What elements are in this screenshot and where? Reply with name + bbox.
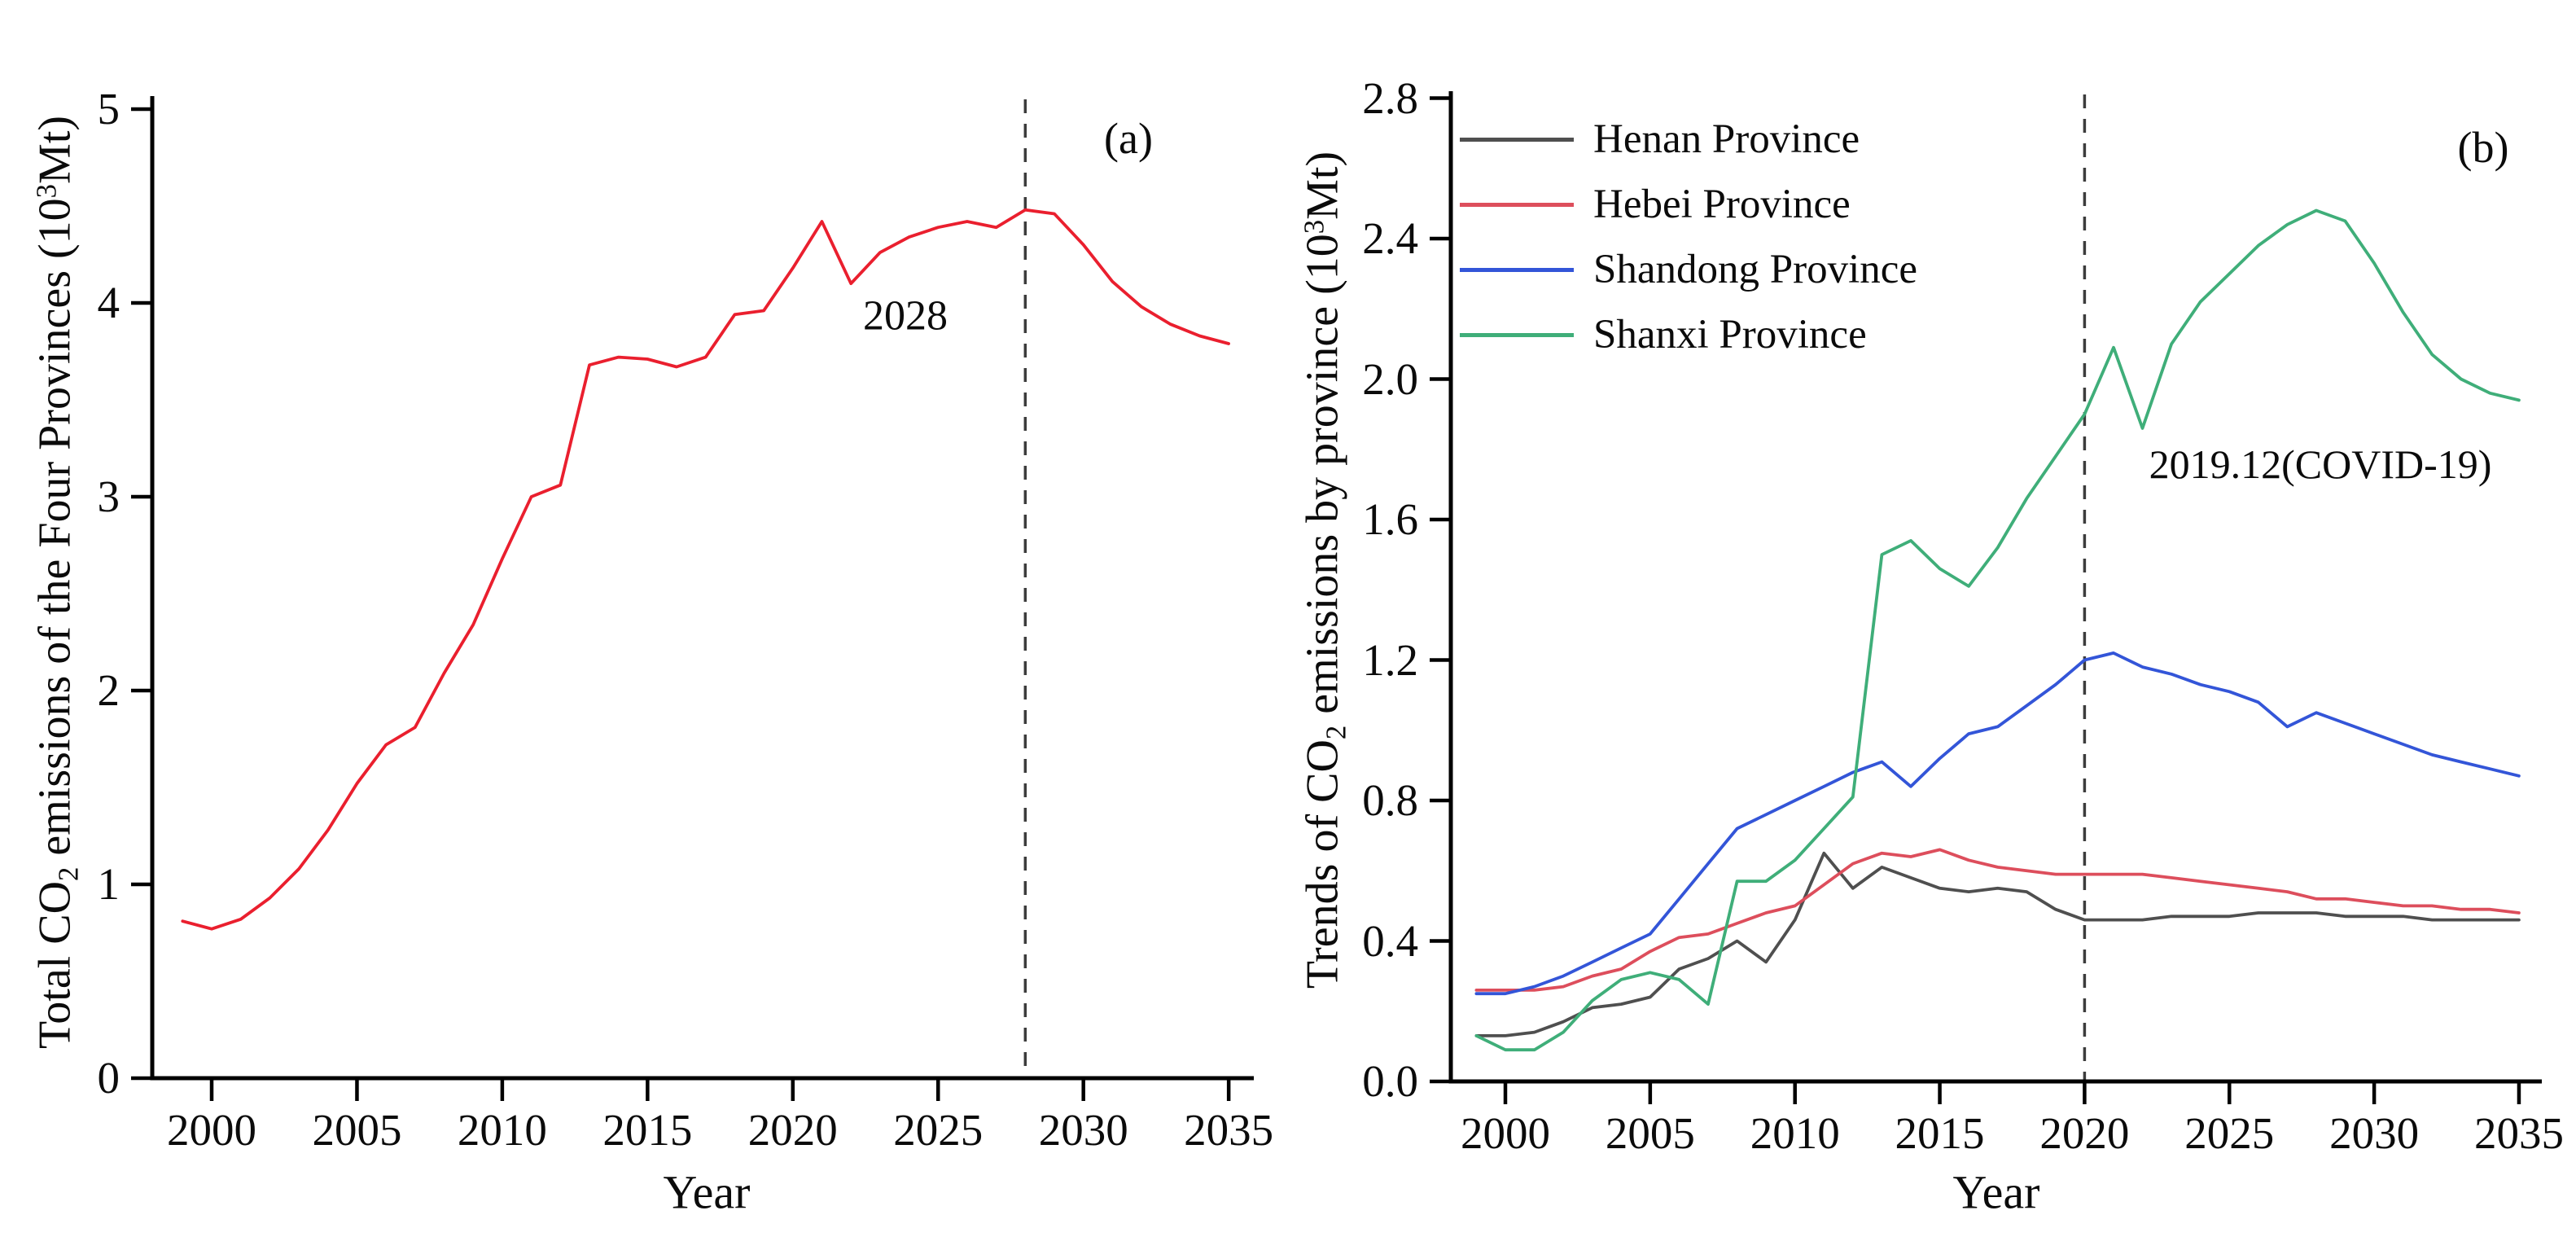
- panel-b-x-tick-label-2010: 2010: [1750, 1108, 1840, 1158]
- panel-b-x-tick-label-2020: 2020: [2039, 1108, 2130, 1158]
- y-axis-title-b: Trends of CO2 emissions by province (103…: [1297, 151, 1353, 989]
- panel-a-x-tick-label-2010: 2010: [457, 1105, 547, 1155]
- panel-label-a: (a): [1104, 114, 1153, 163]
- y-axis-title-b-text: Trends of CO: [1297, 739, 1348, 989]
- panel-a-x-tick-label-2015: 2015: [602, 1105, 693, 1155]
- panel-b-y-tick-label-1.6: 1.6: [1362, 494, 1418, 544]
- panel-a-x-tick-label-2005: 2005: [312, 1105, 402, 1155]
- panel-b-y-tick-label-1.2: 1.2: [1362, 634, 1418, 685]
- panel-a-series-line-total-of-the-four-provinces: [181, 208, 1230, 931]
- panel-b-x-tick-label-2005: 2005: [1605, 1108, 1695, 1158]
- panel-b-x-tick-label-2000: 2000: [1461, 1108, 1550, 1158]
- panel-b-y-tick-label-0.0: 0.0: [1362, 1056, 1418, 1106]
- x-axis-title-b: Year: [1952, 1165, 2040, 1219]
- y-axis-title-a-text: Total CO: [29, 880, 81, 1050]
- panel-a-y-tick-label-4: 4: [97, 278, 120, 327]
- legend-line-henan-icon: [1460, 137, 1574, 142]
- peak-year-annotation-a: 2028: [863, 292, 948, 340]
- y-axis-title-b-text3: Mt): [1297, 151, 1348, 220]
- panel-b-series-line-shandong-province: [1474, 651, 2521, 996]
- panel-label-b: (b): [2457, 123, 2509, 172]
- panel-b-y-tick-label-2.0: 2.0: [1362, 353, 1418, 404]
- panel-a-x-tick-label-2000: 2000: [167, 1105, 256, 1155]
- y-axis-title-a-text3: Mt): [29, 115, 81, 184]
- panel-b-series-line-henan-province: [1474, 851, 2521, 1037]
- legend-label-hebei: Hebei Province: [1593, 182, 1851, 227]
- y-axis-title-a-superscript: 3: [30, 183, 63, 199]
- panel-a-x-tick-label-2020: 2020: [747, 1105, 838, 1155]
- panel-b-y-tick-label-0.4: 0.4: [1362, 915, 1418, 966]
- legend-label-shandong: Shandong Province: [1593, 247, 1918, 292]
- panel-a-x-tick-label-2030: 2030: [1038, 1105, 1128, 1155]
- legend-line-shandong-icon: [1460, 267, 1574, 272]
- panel-a-x-tick-label-2025: 2025: [893, 1105, 984, 1155]
- legend-item-shanxi: Shanxi Province: [1460, 302, 1917, 367]
- panel-a-x-tick-label-2035: 2035: [1184, 1105, 1274, 1155]
- y-axis-title-b-text2: emissions by province (10: [1297, 234, 1348, 726]
- panel-b-x-tick-label-2030: 2030: [2329, 1108, 2420, 1158]
- y-axis-title-b-subscript: 2: [1320, 725, 1352, 740]
- covid-annotation-b: 2019.12(COVID-19): [2149, 441, 2492, 487]
- panel-b-series-line-shanxi-province: [1474, 208, 2521, 1052]
- panel-a-y-tick-label-5: 5: [97, 84, 120, 134]
- y-axis-title-a-text2: emissions of the Four Provinces (10: [29, 198, 81, 867]
- panel-a-y-tick-label-0: 0: [97, 1053, 120, 1103]
- legend-label-shanxi: Shanxi Province: [1593, 312, 1867, 357]
- panel-a-y-tick-label-2: 2: [97, 665, 120, 715]
- y-axis-title-a-subscript: 2: [52, 866, 85, 881]
- legend-item-shandong: Shandong Province: [1460, 237, 1917, 302]
- legend-line-hebei-icon: [1460, 202, 1574, 207]
- panel-b-y-tick-label-2.4: 2.4: [1362, 213, 1418, 263]
- legend-label-henan: Henan Province: [1593, 116, 1860, 162]
- y-axis-title-b-superscript: 3: [1298, 219, 1330, 235]
- legend-item-henan: Henan Province: [1460, 107, 1917, 172]
- legend-line-shanxi-icon: [1460, 332, 1574, 337]
- panel-a-y-tick-label-1: 1: [97, 859, 120, 909]
- panel-b-x-tick-label-2025: 2025: [2184, 1108, 2275, 1158]
- legend: Henan Province Hebei Province Shandong P…: [1460, 107, 1917, 367]
- x-axis-title-a: Year: [663, 1165, 751, 1219]
- panel-b-series-line-hebei-province: [1474, 848, 2521, 992]
- panel-b-y-tick-label-0.8: 0.8: [1362, 775, 1418, 825]
- panel-b-x-tick-label-2035: 2035: [2473, 1108, 2564, 1158]
- legend-item-hebei: Hebei Province: [1460, 172, 1917, 237]
- y-axis-title-a: Total CO2 emissions of the Four Province…: [29, 116, 85, 1049]
- panel-a-y-tick-label-3: 3: [97, 471, 120, 521]
- panel-b-x-tick-label-2015: 2015: [1895, 1108, 1985, 1158]
- panel-b-y-tick-label-2.8: 2.8: [1362, 72, 1418, 123]
